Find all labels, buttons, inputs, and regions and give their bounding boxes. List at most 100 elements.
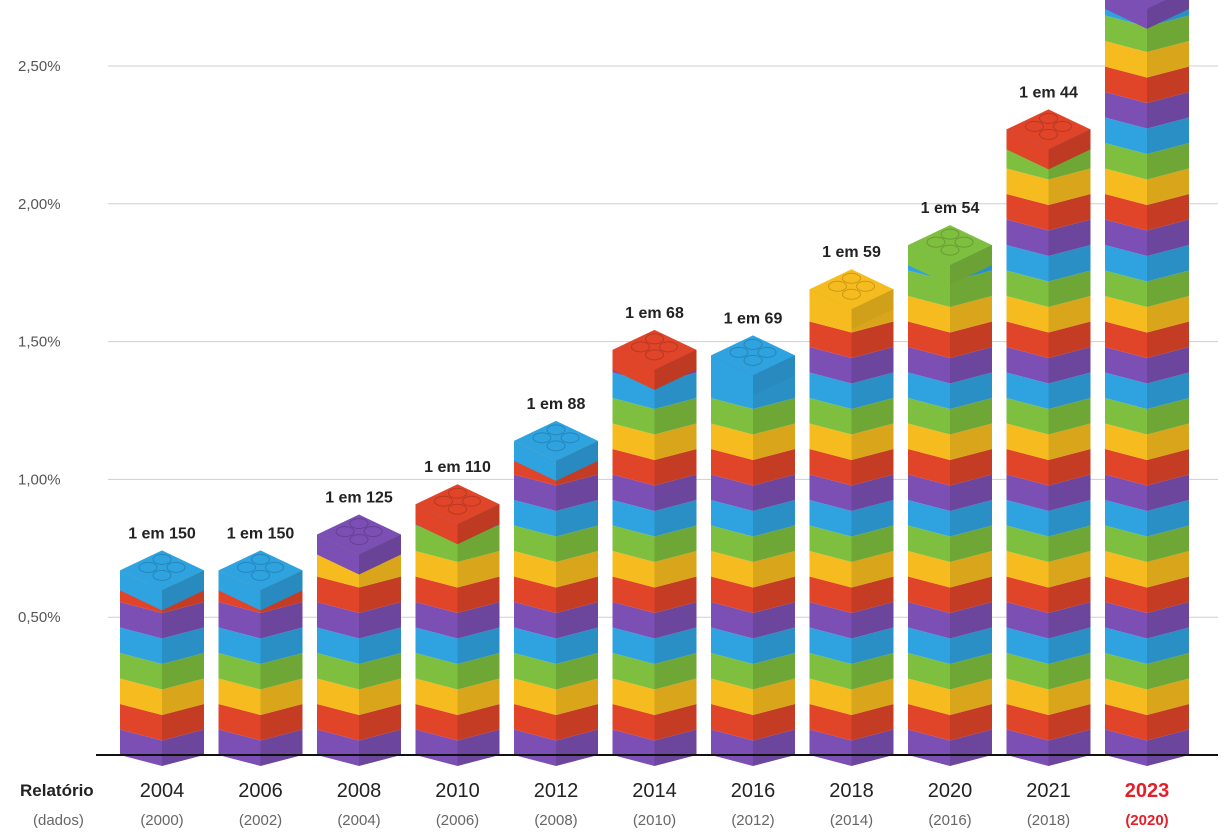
bar-brick-shade — [950, 398, 992, 435]
x-tick-label: 2023 — [1125, 780, 1170, 802]
bar-brick — [120, 729, 204, 766]
bar-brick — [317, 576, 401, 613]
bar-value-label: 1 em 150 — [128, 525, 196, 542]
bar-brick — [1006, 347, 1091, 384]
bar-top-side — [612, 349, 697, 390]
bar-brick-shade — [556, 602, 598, 639]
bar-brick-shade — [1147, 321, 1189, 358]
bar-labels: 1 em 150 1 em 150 1 em 125 1 em 110 1 em 88 1… — [128, 84, 1078, 542]
bar-brick — [612, 678, 697, 715]
bar-brick-shade — [950, 474, 992, 511]
bar-brick-shade — [359, 678, 401, 715]
bar — [317, 514, 401, 766]
y-tick-label: 1,00% — [18, 471, 61, 488]
bar-stud — [560, 432, 580, 444]
bar-brick-shade — [950, 576, 992, 613]
bar-brick-shade — [1147, 92, 1189, 129]
bar-brick-shade — [1147, 372, 1189, 409]
bar-top-side — [415, 504, 500, 545]
bar-brick-shade — [851, 474, 894, 511]
bar-brick-shade — [162, 602, 204, 639]
bar-brick-shade — [851, 602, 894, 639]
bar-brick — [711, 678, 795, 715]
bar-brick — [908, 525, 992, 562]
bar-brick — [612, 627, 697, 664]
bar-stud — [462, 495, 481, 507]
bar-brick — [1006, 372, 1091, 409]
bar-brick — [908, 296, 992, 333]
x-tick-label: 2004 — [140, 780, 185, 802]
bar-brick — [1105, 143, 1189, 180]
bar-brick — [809, 449, 894, 486]
bar-brick — [514, 525, 598, 562]
bar-brick — [809, 551, 894, 588]
bar-brick-shade — [1048, 474, 1091, 511]
bar-brick — [908, 678, 992, 715]
bar-brick — [711, 627, 795, 664]
bar-stud — [349, 534, 369, 546]
bar-brick-shade — [753, 576, 795, 613]
bar-value-label: 1 em 44 — [1019, 84, 1078, 101]
bar-brick — [1006, 321, 1091, 358]
bar-stud — [954, 236, 974, 248]
bar-brick-shade — [556, 500, 598, 537]
y-axis-ticks: 0,50% 1,00% 1,50% 2,00% 2,50% — [18, 58, 61, 626]
bar-brick — [514, 729, 598, 766]
bar-brick-shade — [1147, 66, 1189, 103]
data-year-label: (2016) — [928, 812, 971, 829]
bar-brick — [612, 602, 697, 639]
bar-brick — [514, 576, 598, 613]
bar-stud — [1053, 120, 1072, 132]
bar-stud — [251, 553, 270, 565]
bar-brick-shade — [1048, 449, 1091, 486]
bar-brick-shade — [1048, 704, 1091, 741]
bar-brick — [1105, 92, 1189, 129]
bar-brick — [908, 627, 992, 664]
bar-brick-shade — [753, 449, 795, 486]
bar-brick-shade — [457, 576, 500, 613]
bar-brick — [711, 423, 795, 460]
bar-brick — [908, 449, 992, 486]
bar-brick — [317, 729, 401, 766]
bar-top-side — [711, 355, 795, 396]
data-year-label: (2006) — [436, 812, 479, 829]
bar-value-label: 1 em 110 — [424, 459, 491, 476]
x-tick-label: 2016 — [731, 780, 776, 802]
bar-brick-shade — [359, 729, 401, 766]
bar-brick — [809, 321, 894, 358]
bar-brick — [809, 729, 894, 766]
bar-brick-shade — [1147, 41, 1189, 78]
bar-brick-shade — [950, 551, 992, 588]
bar-brick-shade — [1147, 219, 1189, 256]
bar-brick — [1105, 296, 1189, 333]
bar-brick-shade — [950, 678, 992, 715]
bar-brick — [1105, 41, 1189, 78]
x-tick-label: 2014 — [632, 780, 677, 802]
bar-brick-shade — [162, 678, 204, 715]
bar-brick — [711, 704, 795, 741]
bar-stud — [743, 338, 763, 350]
bar-brick — [908, 551, 992, 588]
bar-brick — [809, 347, 894, 384]
bar-stud — [448, 503, 467, 515]
bar-value-label: 1 em 54 — [921, 200, 980, 217]
bar-brick-shade — [1147, 500, 1189, 537]
bar-brick — [415, 551, 500, 588]
bar-brick — [120, 653, 204, 690]
bar-brick — [908, 729, 992, 766]
bar-brick-shade — [359, 576, 401, 613]
data-year-label: (2002) — [239, 812, 282, 829]
bar-brick — [809, 653, 894, 690]
bar-brick-shade — [556, 653, 598, 690]
bar-brick-shade — [753, 678, 795, 715]
bar-brick-shade — [950, 525, 992, 562]
bar-brick — [1105, 168, 1189, 205]
bar-brick — [218, 678, 303, 715]
bar-brick-shade — [950, 500, 992, 537]
bar-brick — [1006, 653, 1091, 690]
data-year-label: (2018) — [1027, 812, 1070, 829]
bar-brick — [908, 321, 992, 358]
bar-brick-shade — [1147, 729, 1189, 766]
bar-stud — [729, 346, 749, 358]
